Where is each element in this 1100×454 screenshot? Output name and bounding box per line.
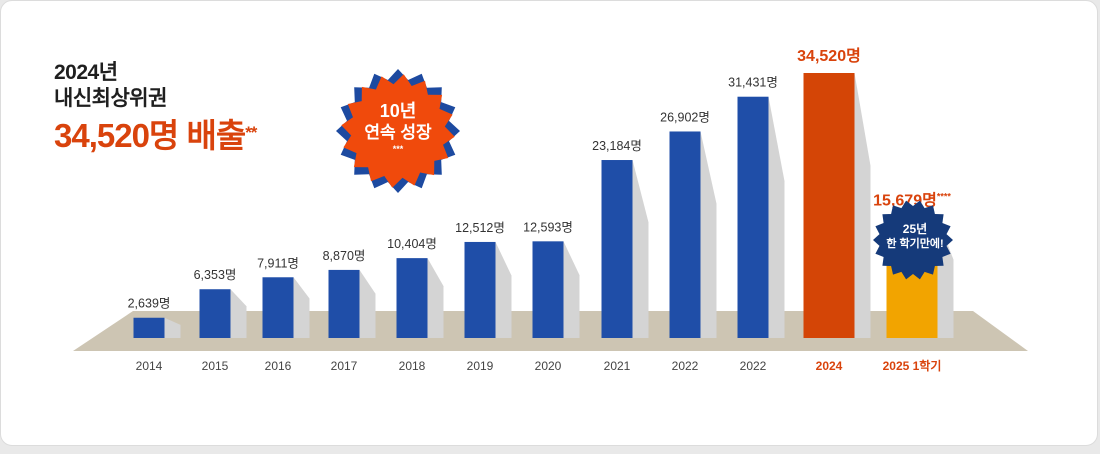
bar-value-label: 23,184명 [592, 139, 642, 153]
x-tick-labels: 2014 2015 2016 2017 2018 2019 2020 2021 2022 2022… [136, 358, 942, 373]
bar-value-label: 10,404명 [387, 237, 437, 251]
bar [669, 131, 701, 338]
bar-shadow [495, 241, 512, 338]
x-tick-label: 2025 1학기 [883, 358, 942, 373]
growth-badge-text: 10년 연속 성장 *** [340, 100, 456, 154]
growth-badge-star [341, 74, 455, 188]
growth-badge-label: 연속 성장 [364, 123, 432, 142]
headline-year: 2024년 [54, 61, 118, 84]
x-tick-label: 2016 [265, 359, 292, 373]
bar [464, 241, 496, 338]
bar-value-label: 2,639명 [128, 297, 171, 311]
growth-badge-years: 10년 [379, 101, 417, 121]
bar-value-label: 12,512명 [455, 221, 505, 235]
headline-count-text: 34,520명 배출 [54, 117, 246, 154]
growth-badge [336, 69, 460, 193]
x-tick-label: 2022 [740, 359, 767, 373]
x-tick-label: 2024 [816, 359, 843, 373]
x-tick-label: 2022 [672, 359, 699, 373]
x-tick-label: 2017 [331, 359, 358, 373]
half-year-badge [873, 200, 953, 280]
x-tick-label: 2015 [202, 359, 229, 373]
bar-value-label: 26,902명 [660, 110, 710, 124]
bar [532, 241, 564, 338]
headline-rank: 내신최상위권 [54, 87, 167, 110]
x-tick-label: 2018 [399, 359, 426, 373]
bar-value-footnote-mark: **** [937, 192, 952, 202]
bar-shadow [164, 317, 181, 338]
half-year-badge-label: 한 학기만에! [886, 238, 944, 250]
bar-shadow [768, 96, 785, 339]
bar-value-label: 7,911명 [257, 256, 299, 270]
bar-shadow [359, 269, 376, 338]
bar [396, 258, 428, 338]
bar-shadows [164, 73, 954, 339]
bar-value-label: 12,593명 [523, 220, 573, 234]
bar-value-label: 8,870명 [323, 249, 366, 263]
bar-shadow [230, 289, 247, 338]
bar [601, 160, 633, 338]
bar [737, 96, 769, 339]
x-tick-label: 2019 [467, 359, 494, 373]
bar [328, 269, 360, 338]
headline-count: 34,520명 배출** [54, 114, 257, 158]
bar-value-label: 15,679명**** [873, 192, 951, 210]
x-tick-label: 2020 [535, 359, 562, 373]
bar [262, 277, 294, 338]
bar [199, 289, 231, 338]
headline-footnote-mark: ** [245, 123, 257, 142]
bar-shadow [427, 258, 444, 338]
bar-shadow [293, 277, 310, 338]
half-year-badge-star [873, 200, 953, 280]
bar-shadow [854, 73, 871, 338]
half-year-badge-text: 25년 한 학기만에! [866, 222, 964, 251]
value-labels: 2,639명 6,353명 7,911명 8,870명 10,404명 12,512명 12… [128, 47, 952, 311]
bar [803, 73, 855, 338]
bars [133, 73, 938, 339]
bar-shadow [700, 131, 717, 338]
bar-value-label: 6,353명 [194, 268, 237, 282]
bar-shadow [563, 241, 580, 338]
x-tick-label: 2014 [136, 359, 163, 373]
growth-badge-mark: *** [392, 144, 404, 154]
bar-value-label: 31,431명 [728, 76, 778, 90]
bar-shadow [632, 160, 649, 338]
headline: 2024년 내신최상위권 34,520명 배출** [54, 60, 257, 158]
half-year-badge-year: 25년 [902, 222, 928, 236]
bar-value-label: 34,520명 [797, 47, 861, 65]
x-tick-label: 2021 [604, 359, 631, 373]
bar [133, 317, 165, 338]
